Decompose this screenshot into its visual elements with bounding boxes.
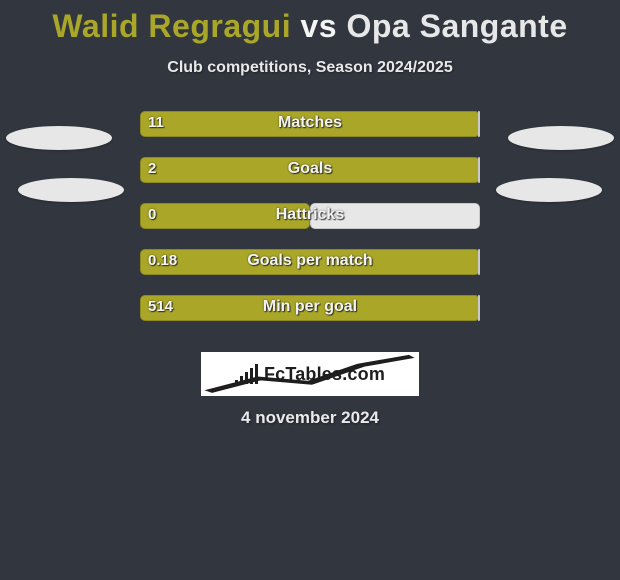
bar-left bbox=[140, 157, 480, 183]
bar-left bbox=[140, 249, 480, 275]
logo-bar bbox=[250, 368, 253, 384]
bar-right bbox=[478, 157, 480, 183]
subtitle: Club competitions, Season 2024/2025 bbox=[0, 59, 620, 77]
bar-track bbox=[140, 157, 480, 183]
logo-bar bbox=[245, 372, 248, 384]
bar-right bbox=[478, 111, 480, 137]
logo-bars-icon bbox=[235, 364, 258, 384]
logo-bar bbox=[235, 380, 238, 384]
bar-left bbox=[140, 295, 480, 321]
stat-row: 0 Hattricks bbox=[0, 203, 620, 229]
stat-row: 11 Matches bbox=[0, 111, 620, 137]
page-title: Walid Regragui vs Opa Sangante bbox=[0, 0, 620, 45]
bar-track bbox=[140, 249, 480, 275]
bar-right bbox=[478, 295, 480, 321]
title-vs: vs bbox=[300, 8, 337, 44]
logo-text: FcTables.com bbox=[264, 364, 385, 385]
logo-bar bbox=[240, 376, 243, 384]
bar-right bbox=[310, 203, 480, 229]
stat-row: 0.18 Goals per match bbox=[0, 249, 620, 275]
logo-box: FcTables.com bbox=[201, 352, 419, 396]
bar-left bbox=[140, 111, 480, 137]
bar-track bbox=[140, 203, 480, 229]
bar-right bbox=[478, 249, 480, 275]
date-text: 4 november 2024 bbox=[0, 408, 620, 428]
stat-row: 2 Goals bbox=[0, 157, 620, 183]
title-player2: Opa Sangante bbox=[346, 8, 567, 44]
bar-left bbox=[140, 203, 310, 229]
bar-track bbox=[140, 111, 480, 137]
title-player1: Walid Regragui bbox=[52, 8, 291, 44]
stat-row: 514 Min per goal bbox=[0, 295, 620, 321]
bar-track bbox=[140, 295, 480, 321]
logo-bar bbox=[255, 364, 258, 384]
